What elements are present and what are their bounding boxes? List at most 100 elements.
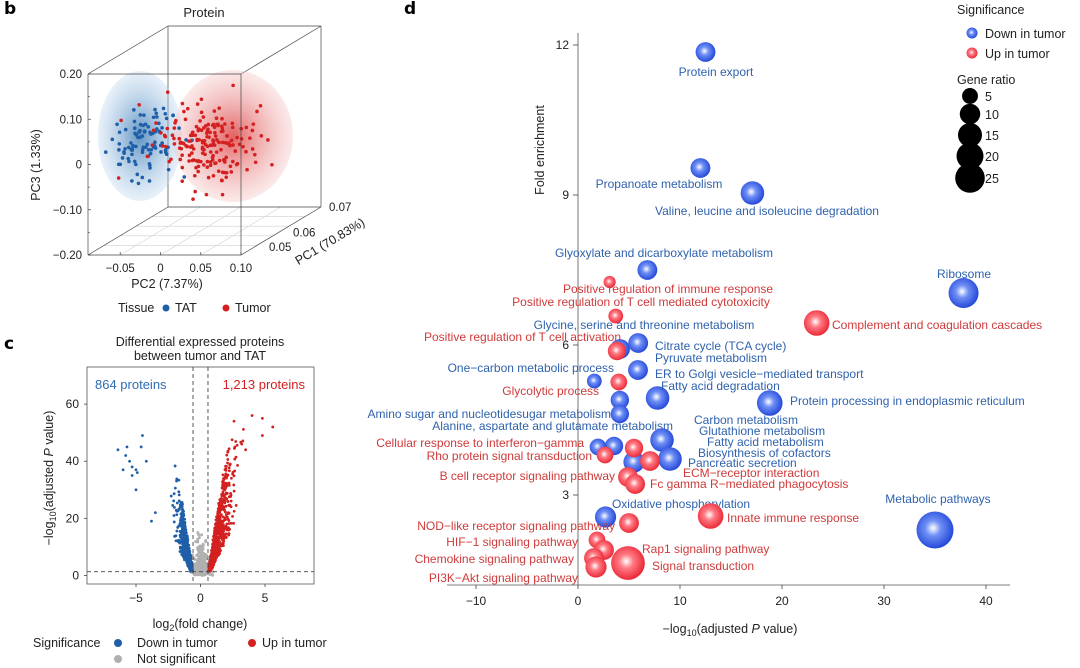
pca-point-tumor — [201, 115, 206, 119]
volcano-point-up — [226, 511, 230, 515]
volcano-point-ns — [196, 540, 200, 544]
pca-point-tumor — [194, 124, 199, 129]
volcano-point-down — [121, 468, 125, 472]
volcano-point-down — [182, 533, 185, 537]
pca-box-edge — [87, 206, 169, 256]
volcano-point-up — [223, 485, 227, 488]
volcano-point-down — [135, 471, 139, 475]
volcano-legend: Significance Down in tumor Up in tumor N… — [33, 636, 327, 666]
bubble-label-b-cell-receptor-signaling-pathway: B cell receptor signaling pathway — [440, 469, 615, 483]
pca-point-tumor — [239, 137, 244, 141]
pca-point-tumor — [165, 126, 170, 131]
pca-point-tumor — [235, 161, 240, 166]
pca-point-tat — [164, 116, 169, 121]
volcano-point-up — [217, 514, 221, 518]
pca-point-tumor — [199, 159, 203, 164]
volcano-point-up — [215, 547, 219, 551]
bubble-fc-gamma-r-mediated-phagocytosis — [625, 474, 646, 494]
volcano-point-down — [173, 506, 176, 509]
pca-x-tick-label: 0.05 — [190, 263, 212, 275]
pca-point-tat — [115, 122, 119, 127]
bubble-label-positive-regulation-of-t-cell-activation: Positive regulation of T cell activation — [424, 330, 621, 344]
volcano-legend-up-marker — [248, 639, 256, 647]
volcano-point-up — [224, 492, 227, 496]
pca-x-label: PC2 (7.37%) — [131, 277, 203, 291]
bubble-label-fc-gamma-r-mediated-phagocytosis: Fc gamma R−mediated phagocytosis — [650, 477, 848, 491]
pca-point-tumor — [172, 126, 177, 130]
pca-point-tumor — [116, 176, 121, 180]
pca-point-tumor — [223, 122, 227, 126]
pca-point-tumor — [169, 157, 173, 162]
pca-point-tumor — [193, 189, 197, 194]
pca-y-tick-label: −0.10 — [53, 205, 82, 217]
volcano-point-up — [244, 448, 248, 452]
volcano-point-up — [227, 481, 231, 485]
volcano-point-ns — [196, 546, 200, 550]
volcano-point-up — [227, 528, 231, 532]
pca-point-tat — [134, 133, 139, 137]
pca-point-tat — [177, 126, 181, 130]
volcano-point-ns — [197, 559, 201, 563]
volcano-point-ns — [197, 562, 201, 566]
volcano-point-ns — [199, 566, 203, 570]
volcano-point-up — [232, 419, 236, 423]
volcano-point-down — [175, 501, 179, 505]
pca-point-tumor — [211, 122, 216, 127]
bubble-protein-export — [695, 42, 716, 62]
volcano-point-up — [227, 522, 231, 525]
volcano-point-ns — [197, 536, 201, 540]
volcano-point-down — [134, 468, 138, 472]
bubble-x-label: −log10(adjusted P value) — [663, 622, 798, 638]
pca-point-tumor — [229, 170, 234, 174]
pca-point-tumor — [208, 143, 213, 148]
pca-point-tat — [117, 142, 122, 146]
pca-point-tumor — [190, 133, 195, 138]
bubble-label-pancreatic-secretion: Pancreatic secretion — [688, 456, 797, 470]
pca-point-tumor — [199, 128, 204, 132]
bubble-x-tick-label: 30 — [877, 594, 891, 608]
panel-letter-d: d — [404, 0, 416, 19]
bubble-y-tick-label: 3 — [562, 488, 569, 502]
volcano-ticks: 0 20 40 60 −5 0 5 — [66, 397, 269, 605]
pca-point-tumor — [250, 128, 255, 133]
pca-point-tat — [132, 126, 137, 130]
bubble-ribosome — [948, 277, 979, 309]
pca-point-tumor — [217, 158, 222, 163]
volcano-legend-ns-label: Not significant — [137, 652, 216, 666]
bubble-oxidative-phosphorylation — [594, 506, 617, 528]
volcano-point-down — [177, 499, 181, 503]
volcano-point-down — [144, 459, 148, 463]
pca-point-tat — [123, 127, 128, 132]
volcano-point-up — [222, 519, 226, 522]
pca-point-tat — [160, 126, 164, 130]
volcano-point-down — [179, 530, 183, 534]
pca-point-tumor — [214, 116, 219, 121]
volcano-point-up — [226, 532, 230, 536]
volcano-point-down — [178, 541, 182, 545]
volcano-point-down — [179, 535, 182, 539]
pca-point-tumor — [241, 144, 245, 149]
bubble-label-complement-and-coagulation-cascades: Complement and coagulation cascades — [832, 318, 1042, 332]
pca-point-tat — [122, 150, 126, 154]
volcano-point-up — [228, 463, 232, 467]
volcano-point-down — [186, 554, 190, 557]
bubble-rho-protein-signal-transduction — [596, 446, 614, 464]
pca-point-tumor — [221, 129, 225, 133]
volcano-point-up — [226, 526, 230, 530]
bubble-legend-up-label: Up in tumor — [985, 47, 1050, 61]
bubble-y-tick-label: 12 — [556, 38, 570, 52]
pca-point-tumor — [220, 140, 225, 145]
volcano-point-up — [222, 525, 226, 529]
volcano-point-up — [220, 508, 223, 511]
pca-point-tumor — [190, 158, 195, 163]
pca-point-tumor — [230, 121, 235, 126]
pca-z-label: PC1 (70.83%) — [293, 215, 368, 267]
pca-point-tumor — [191, 197, 195, 201]
pca-point-tat — [157, 121, 161, 126]
pca-point-tumor — [163, 144, 168, 149]
volcano-point-up — [226, 450, 230, 454]
volcano-point-ns — [204, 566, 208, 570]
pca-point-tumor — [185, 106, 190, 111]
pca-point-tumor — [228, 164, 233, 169]
pca-point-tumor — [205, 165, 210, 169]
